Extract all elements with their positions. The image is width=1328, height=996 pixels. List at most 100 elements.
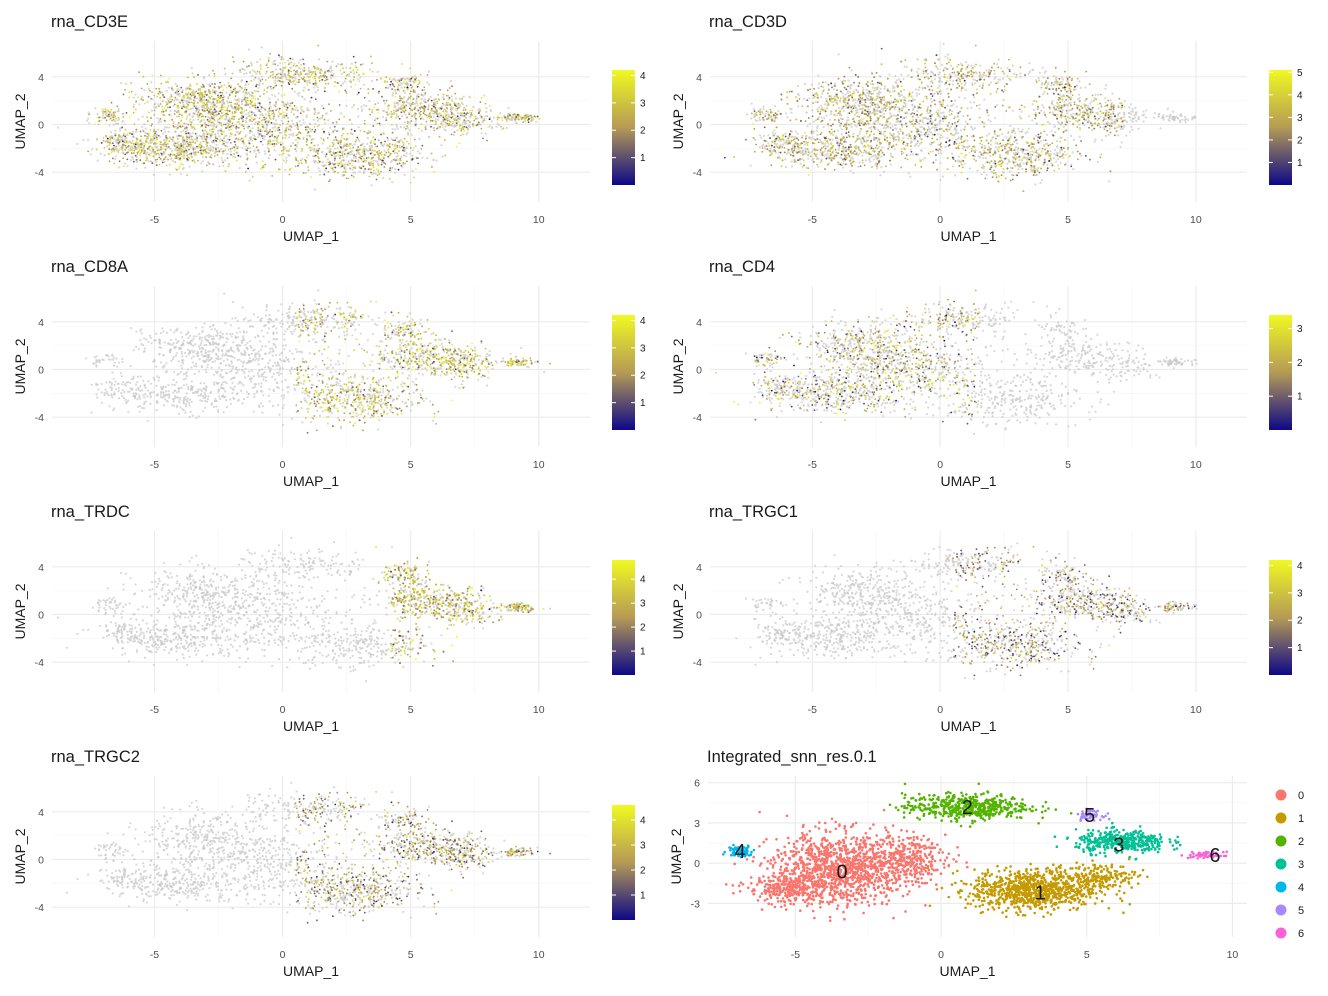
background-point bbox=[415, 121, 417, 123]
background-point bbox=[193, 119, 195, 121]
background-point bbox=[175, 83, 177, 85]
background-point bbox=[294, 109, 296, 111]
background-point bbox=[255, 153, 257, 155]
background-point bbox=[229, 135, 231, 137]
background-point bbox=[190, 108, 192, 110]
background-point bbox=[209, 137, 211, 139]
background-point bbox=[249, 180, 251, 182]
background-point bbox=[203, 99, 205, 101]
background-point bbox=[351, 123, 353, 125]
background-point bbox=[248, 83, 250, 85]
panel-rna_CD3E: 1234-5 0 5 10-404UMAP_1UMAP_2rna_CD3E bbox=[12, 13, 646, 244]
background-point bbox=[334, 129, 336, 131]
background-point bbox=[302, 119, 304, 121]
background-point bbox=[192, 72, 194, 74]
background-point bbox=[148, 88, 150, 90]
background-point bbox=[401, 115, 403, 117]
background-point bbox=[179, 89, 181, 91]
background-point bbox=[192, 132, 194, 134]
background-point bbox=[262, 144, 264, 146]
background-point bbox=[157, 129, 159, 131]
background-point bbox=[182, 129, 184, 131]
background-point bbox=[122, 142, 124, 144]
background-point bbox=[130, 159, 132, 161]
background-point bbox=[167, 98, 169, 100]
background-point bbox=[175, 99, 177, 101]
background-point bbox=[192, 107, 194, 109]
background-point bbox=[180, 173, 182, 175]
background-point bbox=[358, 126, 360, 128]
background-point bbox=[274, 80, 276, 82]
background-point bbox=[437, 119, 439, 121]
background-point bbox=[349, 147, 351, 149]
background-point bbox=[271, 94, 273, 96]
background-point bbox=[423, 118, 425, 120]
background-point bbox=[357, 108, 359, 110]
background-point bbox=[94, 107, 96, 109]
background-point bbox=[372, 172, 374, 174]
background-point bbox=[428, 106, 430, 108]
background-point bbox=[412, 170, 414, 172]
background-point bbox=[358, 80, 360, 82]
background-point bbox=[119, 130, 121, 132]
background-point bbox=[143, 123, 145, 125]
background-point bbox=[185, 88, 187, 90]
background-point bbox=[438, 116, 440, 118]
background-point bbox=[535, 121, 537, 123]
background-point bbox=[369, 69, 371, 71]
background-point bbox=[395, 117, 397, 119]
background-point bbox=[362, 63, 364, 65]
background-point bbox=[141, 126, 143, 128]
background-point bbox=[200, 162, 202, 164]
background-point bbox=[141, 96, 143, 98]
background-point bbox=[126, 165, 128, 167]
background-point bbox=[118, 166, 120, 168]
background-point bbox=[469, 116, 471, 118]
background-point bbox=[360, 106, 362, 108]
background-point bbox=[409, 103, 411, 105]
background-point bbox=[115, 155, 117, 157]
background-point bbox=[396, 141, 398, 143]
background-point bbox=[340, 112, 342, 114]
background-point bbox=[462, 115, 464, 117]
background-point bbox=[426, 157, 428, 159]
background-point bbox=[294, 91, 296, 93]
background-point bbox=[118, 108, 120, 110]
background-point bbox=[317, 112, 319, 114]
background-point bbox=[359, 76, 361, 78]
background-point bbox=[139, 154, 141, 156]
background-point bbox=[225, 118, 227, 120]
background-point bbox=[209, 147, 211, 149]
background-point bbox=[258, 87, 260, 89]
background-point bbox=[394, 168, 396, 170]
background-point bbox=[389, 113, 391, 115]
background-point bbox=[217, 118, 219, 120]
background-point bbox=[132, 140, 134, 142]
background-point bbox=[351, 63, 353, 65]
background-point bbox=[277, 115, 279, 117]
background-point bbox=[343, 143, 345, 145]
background-point bbox=[435, 160, 437, 162]
background-point bbox=[477, 117, 479, 119]
background-point bbox=[220, 148, 222, 150]
background-point bbox=[351, 164, 353, 166]
background-point bbox=[186, 129, 188, 131]
background-point bbox=[483, 117, 485, 119]
background-point bbox=[269, 154, 271, 156]
background-point bbox=[382, 177, 384, 179]
background-point bbox=[125, 137, 127, 139]
background-point bbox=[455, 97, 457, 99]
background-point bbox=[196, 97, 198, 99]
background-point bbox=[91, 148, 93, 150]
background-point bbox=[143, 89, 145, 91]
background-point bbox=[177, 88, 179, 90]
background-point bbox=[318, 118, 320, 120]
background-point bbox=[261, 75, 263, 77]
background-point bbox=[314, 189, 316, 191]
background-point bbox=[113, 138, 115, 140]
background-point bbox=[484, 115, 486, 117]
background-point bbox=[219, 138, 221, 140]
background-point bbox=[114, 130, 116, 132]
background-point bbox=[225, 141, 227, 143]
background-point bbox=[266, 127, 268, 129]
